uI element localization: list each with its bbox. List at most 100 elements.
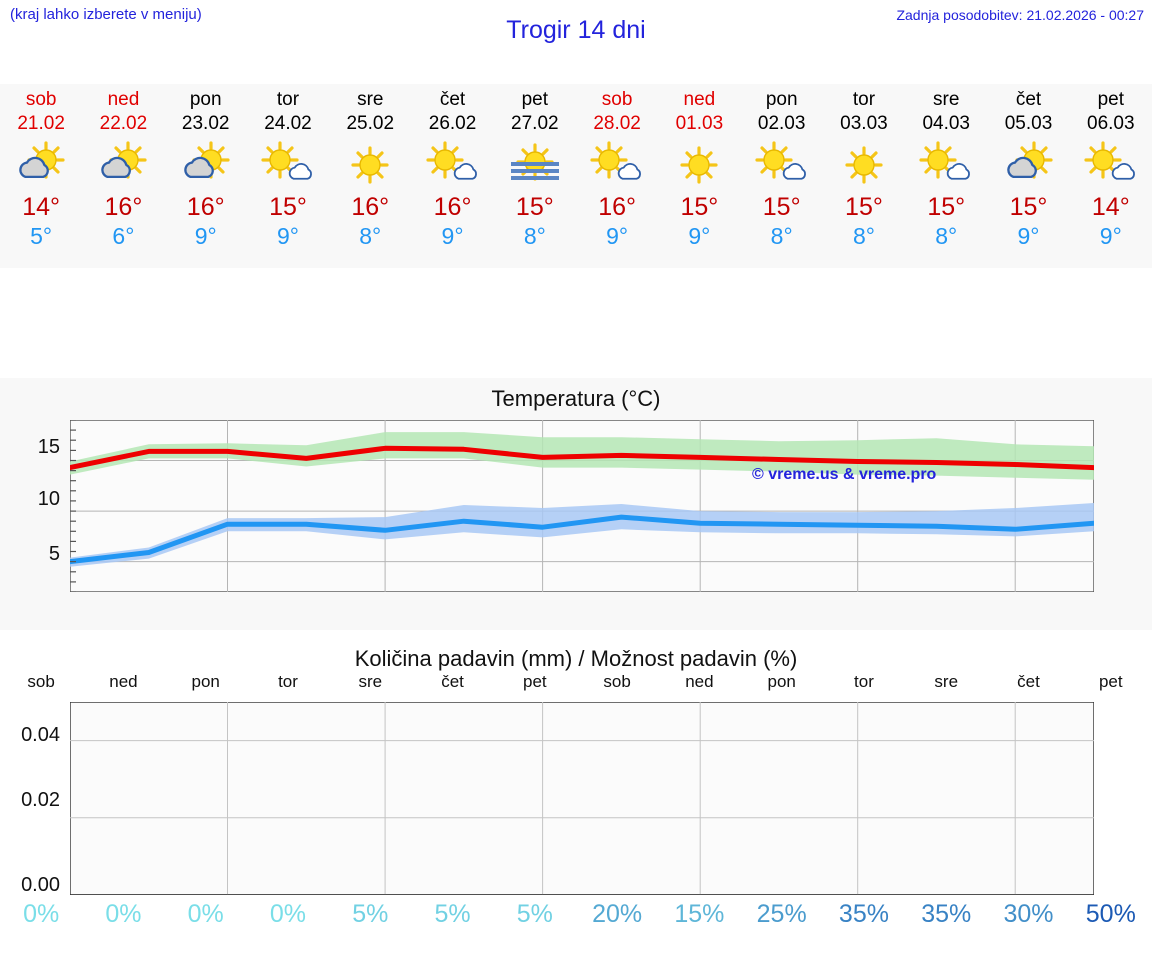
- sun-smallcloud-icon: [905, 138, 987, 192]
- day-max-temp: 14°: [1091, 193, 1130, 221]
- precipitation-chart-panel: Količina padavin (mm) / Možnost padavin …: [0, 636, 1152, 975]
- day-date: 24.02: [264, 113, 312, 134]
- precip-probability-value: 35%: [921, 900, 972, 928]
- precip-probability-value: 0%: [23, 900, 60, 928]
- day-of-week: čet: [1015, 89, 1042, 110]
- day-of-week: tor: [852, 89, 876, 110]
- page-title: Trogir 14 dni: [506, 16, 646, 44]
- day-max-temp: 16°: [351, 193, 390, 221]
- forecast-day-column[interactable]: tor 24.02 15° 9°: [247, 84, 329, 268]
- day-date: 22.02: [99, 113, 148, 134]
- day-min-temp: 9°: [1017, 223, 1040, 249]
- day-of-week: ned: [683, 89, 716, 110]
- day-max-temp: 15°: [845, 193, 883, 221]
- sun-cloud-icon: [165, 138, 247, 192]
- forecast-day-column[interactable]: sre 04.03 15° 8°: [905, 84, 987, 268]
- day-min-temp: 6°: [112, 223, 135, 249]
- day-min-temp: 8°: [935, 223, 958, 249]
- precip-probability-value: 0%: [187, 900, 224, 928]
- forecast-day-column[interactable]: čet 26.02 16° 9°: [411, 84, 493, 268]
- forecast-day-column[interactable]: sob 21.02 14° 5°: [0, 84, 82, 268]
- day-of-week: ned: [107, 89, 140, 110]
- sun-icon: [329, 138, 411, 192]
- day-max-temp: 15°: [680, 193, 719, 221]
- precip-probability-value: 20%: [592, 900, 643, 928]
- day-max-temp: 16°: [433, 193, 472, 221]
- precip-day-label: tor: [854, 672, 874, 691]
- precip-day-label: sre: [358, 672, 383, 691]
- precip-probability-value: 50%: [1085, 900, 1136, 928]
- day-max-temp: 14°: [22, 193, 61, 221]
- forecast-day-column[interactable]: čet 05.03 15° 9°: [987, 84, 1069, 268]
- precip-day-label: sre: [934, 672, 959, 691]
- day-min-temp: 9°: [276, 223, 299, 249]
- forecast-day-column[interactable]: tor 03.03 15° 8°: [823, 84, 905, 268]
- day-max-temp: 16°: [598, 193, 637, 221]
- day-date: 04.03: [922, 113, 970, 134]
- sun-fog-icon: [494, 138, 576, 192]
- location-menu-hint: (kraj lahko izberete v meniju): [10, 6, 202, 23]
- precip-ytick-002: 0.02: [21, 789, 60, 811]
- forecast-day-column[interactable]: sob 28.02 16° 9°: [576, 84, 658, 268]
- sun-cloud-icon: [0, 138, 82, 192]
- day-of-week: sob: [25, 89, 57, 110]
- precip-day-label: čet: [1017, 672, 1040, 691]
- precip-day-label: ned: [109, 672, 138, 691]
- precip-day-label: pet: [1098, 672, 1123, 691]
- day-of-week: pon: [765, 89, 798, 110]
- day-of-week: čet: [439, 89, 466, 110]
- day-date: 02.03: [757, 113, 806, 134]
- temp-ytick-15: 15: [37, 436, 60, 458]
- precip-day-label: čet: [441, 672, 464, 691]
- forecast-day-column[interactable]: ned 01.03 15° 9°: [658, 84, 740, 268]
- precip-day-label: sob: [27, 672, 55, 691]
- day-of-week: sob: [601, 89, 633, 110]
- last-update-text: Zadnja posodobitev: 21.02.2026 - 00:27: [896, 7, 1144, 23]
- sun-cloud-icon: [82, 138, 164, 192]
- day-min-temp: 8°: [770, 223, 793, 249]
- sun-smallcloud-icon: [1070, 138, 1152, 192]
- precip-probability-value: 35%: [838, 900, 889, 928]
- day-max-temp: 15°: [762, 193, 801, 221]
- day-min-temp: 9°: [606, 223, 629, 249]
- day-min-temp: 8°: [852, 223, 875, 249]
- precip-probability-value: 25%: [756, 900, 807, 928]
- temperature-chart-title: Temperatura (°C): [491, 386, 661, 411]
- day-date: 21.02: [17, 113, 65, 134]
- day-max-temp: 15°: [1009, 193, 1048, 221]
- precip-probability-value: 0%: [269, 900, 307, 928]
- precip-probability-value: 0%: [105, 900, 142, 928]
- day-max-temp: 15°: [269, 193, 307, 221]
- sun-smallcloud-icon: [247, 138, 329, 192]
- forecast-day-column[interactable]: sre 25.02 16° 8°: [329, 84, 411, 268]
- forecast-day-column[interactable]: pet 27.02 15° 8°: [494, 84, 576, 268]
- day-of-week: sre: [357, 89, 384, 110]
- precip-day-label: pon: [767, 672, 796, 691]
- precip-day-label: pet: [523, 672, 547, 691]
- temp-ytick-10: 10: [37, 488, 60, 510]
- precipitation-chart-title: Količina padavin (mm) / Možnost padavin …: [354, 646, 798, 671]
- day-min-temp: 9°: [1099, 223, 1122, 249]
- day-of-week: pet: [1097, 89, 1124, 110]
- precip-day-label: sob: [603, 672, 631, 691]
- forecast-day-column[interactable]: ned 22.02 16° 6°: [82, 84, 164, 268]
- day-date: 25.02: [346, 113, 395, 134]
- day-date: 03.03: [840, 113, 888, 134]
- precipitation-day-labels: sob ned pon tor sre čet pet sob ned pon tor sre čet p…: [0, 672, 1152, 692]
- forecast-day-column[interactable]: pon 23.02 16° 9°: [165, 84, 247, 268]
- day-date: 01.03: [675, 113, 724, 134]
- temp-ytick-5: 5: [48, 543, 60, 565]
- sun-smallcloud-icon: [576, 138, 658, 192]
- sun-smallcloud-icon: [411, 138, 493, 192]
- precip-probability-value: 15%: [674, 900, 725, 928]
- sun-icon: [823, 138, 905, 192]
- day-of-week: tor: [276, 89, 300, 110]
- forecast-day-column[interactable]: pon 02.03 15° 8°: [741, 84, 823, 268]
- precip-ytick-000: 0.00: [21, 874, 60, 896]
- day-date: 28.02: [593, 113, 641, 134]
- day-date: 26.02: [428, 113, 477, 134]
- forecast-day-column[interactable]: pet 06.03 14° 9°: [1070, 84, 1152, 268]
- day-max-temp: 15°: [927, 193, 966, 221]
- day-max-temp: 16°: [104, 193, 143, 221]
